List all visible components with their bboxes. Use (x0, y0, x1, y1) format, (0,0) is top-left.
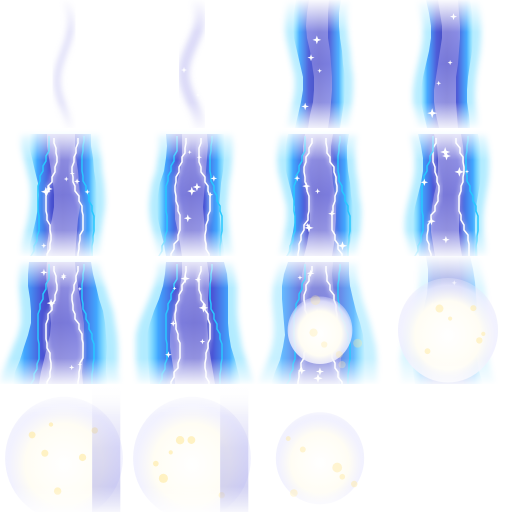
sprite-frame-16 (384, 384, 512, 512)
sprite-frame-8 (384, 128, 512, 256)
sprite-frame-1 (0, 0, 128, 128)
sprite-frame-6 (128, 128, 256, 256)
frame-seam-haze (256, 384, 384, 512)
sprite-frame-7 (256, 128, 384, 256)
frame-seam-haze (0, 128, 128, 256)
frame-seam-haze (128, 384, 256, 512)
frame-seam-haze (256, 128, 384, 256)
sprite-frame-13 (0, 384, 128, 512)
sprite-frame-14 (128, 384, 256, 512)
frame-seam-haze (384, 0, 512, 128)
sprite-frame-10 (128, 256, 256, 384)
frame-seam-haze (0, 0, 128, 128)
frame-seam-haze (128, 256, 256, 384)
sprite-frame-9 (0, 256, 128, 384)
frame-seam-haze (256, 256, 384, 384)
frame-seam-haze (0, 384, 128, 512)
sprite-frame-2 (128, 0, 256, 128)
sprite-frame-3 (256, 0, 384, 128)
frame-seam-haze (128, 128, 256, 256)
sprite-frame-11 (256, 256, 384, 384)
frame-seam-haze (128, 0, 256, 128)
sprite-frame-15 (256, 384, 384, 512)
sprite-frame-5 (0, 128, 128, 256)
sprite-frame-12 (384, 256, 512, 384)
frame-seam-haze (256, 0, 384, 128)
frame-seam-haze (384, 256, 512, 384)
frame-seam-haze (384, 384, 512, 512)
frame-seam-haze (384, 128, 512, 256)
sprite-frame-4 (384, 0, 512, 128)
frame-seam-haze (0, 256, 128, 384)
